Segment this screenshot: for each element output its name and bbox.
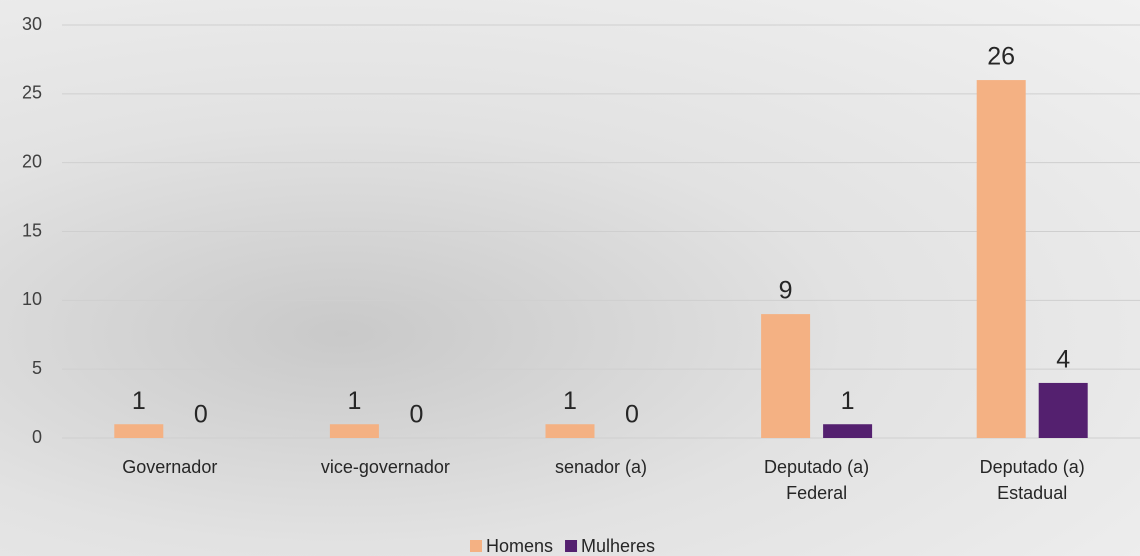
bar bbox=[977, 80, 1026, 438]
y-tick-label: 0 bbox=[32, 427, 42, 447]
bar bbox=[761, 314, 810, 438]
legend-swatch bbox=[470, 540, 482, 552]
value-label: 9 bbox=[779, 277, 793, 305]
y-tick-label: 20 bbox=[22, 151, 42, 171]
legend-swatch bbox=[565, 540, 577, 552]
legend-label: Homens bbox=[486, 536, 553, 556]
x-tick-label: Deputado (a) Estadual bbox=[932, 454, 1132, 506]
x-tick-label: senador (a) bbox=[501, 454, 701, 480]
x-tick-label: Governador bbox=[70, 454, 270, 480]
value-label: 1 bbox=[347, 387, 361, 415]
value-label: 0 bbox=[409, 401, 423, 429]
y-tick-label: 25 bbox=[22, 83, 42, 103]
value-label: 1 bbox=[563, 387, 577, 415]
legend-label: Mulheres bbox=[581, 536, 655, 556]
bar bbox=[114, 424, 163, 438]
value-label: 1 bbox=[132, 387, 146, 415]
value-label: 4 bbox=[1056, 346, 1070, 374]
bar bbox=[330, 424, 379, 438]
y-tick-label: 5 bbox=[32, 358, 42, 378]
x-tick-label: Deputado (a) Federal bbox=[717, 454, 917, 506]
value-label: 1 bbox=[841, 387, 855, 415]
chart: 05101520253010101091264HomensMulheres Go… bbox=[0, 0, 1140, 556]
value-label: 0 bbox=[194, 401, 208, 429]
value-label: 26 bbox=[987, 43, 1015, 71]
x-tick-label: vice-governador bbox=[285, 454, 485, 480]
bar bbox=[546, 424, 595, 438]
value-label: 0 bbox=[625, 401, 639, 429]
bar bbox=[823, 424, 872, 438]
y-tick-label: 15 bbox=[22, 220, 42, 240]
y-tick-label: 30 bbox=[22, 14, 42, 34]
y-tick-label: 10 bbox=[22, 289, 42, 309]
bar bbox=[1039, 383, 1088, 438]
